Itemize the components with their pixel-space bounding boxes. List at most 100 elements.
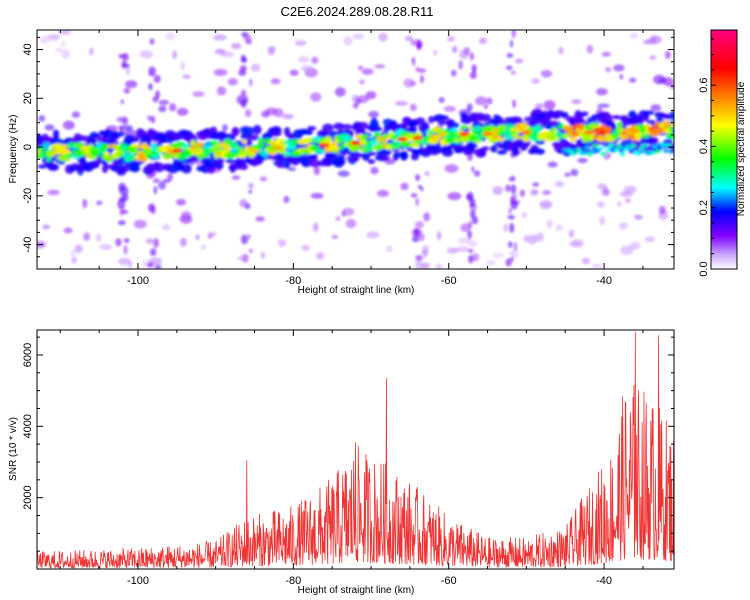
spectrogram-noise-cell [60, 49, 71, 59]
spectrogram-peak-cell [350, 140, 361, 146]
spectrogram-cell [570, 151, 577, 156]
spectrogram-noise-cell [180, 237, 187, 247]
y-tick-label: -40 [22, 237, 34, 253]
spectrogram-noise-cell [361, 68, 374, 75]
spectrogram-cell [182, 144, 190, 149]
spectrogram-cell [581, 150, 588, 155]
spectrogram-noise-cell [542, 190, 552, 195]
spectrogram-cell [495, 137, 506, 141]
spectrogram-noise-cell [509, 39, 514, 48]
spectrogram-noise-cell [505, 184, 511, 193]
spectrogram-cell [520, 122, 528, 129]
spectrogram-noise-cell [468, 255, 474, 264]
spectrogram-noise-cell [597, 103, 611, 108]
spectrogram-peak-cell [630, 129, 641, 134]
spectrogram-noise-cell [165, 32, 176, 41]
spectrogram-noise-cell [486, 97, 493, 105]
spectrogram-cell [256, 144, 265, 148]
spectrogram-cell [578, 111, 589, 117]
spectrogram-noise-cell [412, 236, 420, 243]
spectrogram-noise-cell [148, 82, 153, 91]
spectrogram-noise-cell [200, 244, 206, 250]
spectrogram-cell [270, 126, 282, 135]
spectrogram-noise-cell [153, 74, 161, 84]
spectrogram-cell [619, 152, 626, 157]
spectrogram-cell [600, 151, 607, 156]
spectrogram-noise-cell [508, 241, 513, 248]
spectrogram-noise-cell [618, 222, 628, 230]
spectrogram-cell [616, 144, 623, 149]
spectrogram-x-axis-label: Height of straight line (km) [298, 285, 415, 296]
spectrogram-noise-cell [337, 170, 350, 177]
spectrogram-noise-cell [519, 189, 525, 197]
spectrogram-noise-cell [410, 193, 418, 198]
spectrogram-noise-cell [546, 219, 553, 229]
spectrogram-cell [252, 124, 262, 135]
spectrogram-cell [533, 125, 543, 133]
x-tick-label: -80 [285, 275, 301, 287]
spectrogram-cell [641, 143, 648, 148]
spectrogram-cell [490, 145, 498, 153]
spectrogram-noise-cell [222, 124, 228, 132]
spectrogram-noise-cell [417, 233, 425, 242]
spectrogram-cell [603, 126, 612, 133]
spectrogram-cell [130, 135, 140, 143]
spectrogram-cell [421, 151, 431, 157]
spectrogram-cell [350, 156, 360, 162]
spectrogram-noise-cell [415, 197, 419, 207]
spectrogram-noise-cell [521, 212, 527, 218]
spectrogram-noise-cell [117, 220, 126, 226]
spectrogram-noise-cell [547, 161, 558, 168]
spectrogram-noise-cell [268, 51, 275, 56]
spectrogram-noise-cell [415, 262, 429, 269]
spectrogram-cell [400, 151, 408, 161]
spectrogram-noise-cell [446, 247, 459, 254]
spectrogram-noise-cell [458, 60, 463, 70]
spectrogram-noise-cell [543, 100, 556, 111]
spectrogram-y-ticks: -40 -20 0 20 40 [22, 36, 674, 270]
spectrogram-noise-cell [378, 32, 388, 42]
spectrogram-cell [216, 131, 227, 141]
spectrogram-cell [214, 162, 224, 170]
spectrogram-cell [439, 131, 446, 138]
spectrogram-noise-cell [415, 174, 421, 182]
spectrogram-cell [473, 125, 481, 131]
spectrogram-cell [241, 139, 248, 144]
spectrogram-cell [442, 148, 454, 157]
snr-frame [36, 329, 675, 570]
spectrogram-cell [522, 136, 531, 142]
spectrogram-cell [460, 124, 467, 130]
spectrogram-noise-cell [509, 222, 515, 233]
spectrogram-cell [332, 144, 339, 151]
spectrogram-noise-cell [400, 182, 409, 191]
y-tick-label: 20 [22, 92, 34, 104]
spectrogram-cell [324, 135, 333, 142]
spectrogram-noise-cell [158, 99, 170, 106]
spectrogram-noise-cell [250, 63, 261, 72]
y-tick-label: 6000 [22, 343, 34, 367]
spectrogram-noise-cell [658, 205, 666, 215]
spectrogram-cell [333, 122, 345, 130]
spectrogram-noise-cell [409, 81, 417, 86]
spectrogram-noise-cell [315, 252, 325, 260]
spectrogram-noise-cell [148, 71, 154, 76]
spectrogram-cell [452, 122, 460, 128]
spectrogram-noise-cell [416, 40, 423, 49]
spectrogram-noise-cell [599, 216, 606, 226]
spectrogram-noise-cell [410, 39, 417, 46]
spectrogram-noise-cell [176, 107, 189, 116]
spectrogram-noise-cell [96, 200, 103, 206]
spectrogram-noise-cell [352, 33, 365, 40]
spectrogram-noise-cell [341, 207, 355, 216]
spectrogram-noise-cell [649, 55, 656, 60]
spectrogram-cell [649, 150, 656, 155]
colorbar-tick-label: 0.2 [698, 200, 710, 215]
spectrogram-noise-cell [58, 30, 71, 35]
spectrogram-cell [440, 115, 449, 120]
spectrogram-noise-cell [509, 249, 520, 258]
spectrogram-noise-cell [39, 35, 50, 45]
spectrogram-noise-cell [133, 219, 147, 229]
spectrogram-noise-cell [658, 78, 667, 84]
spectrogram-noise-cell [139, 50, 154, 59]
spectrogram-noise-cell [634, 214, 643, 220]
